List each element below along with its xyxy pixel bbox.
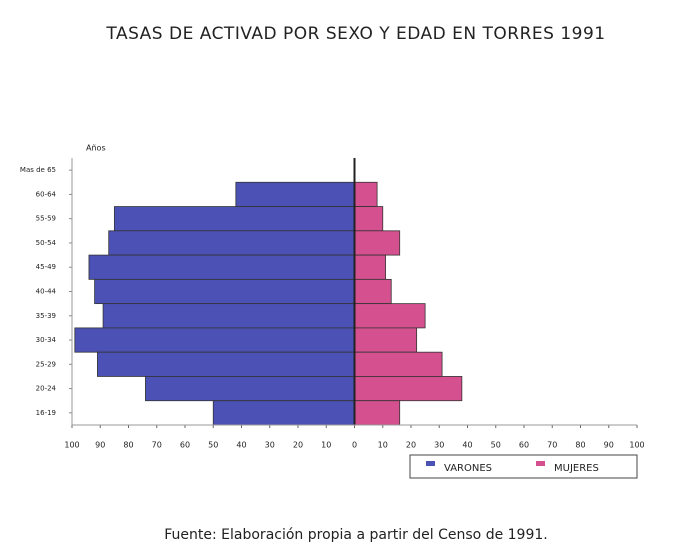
bar [354, 303, 426, 329]
bar [235, 181, 355, 207]
y-tick-label: Mas de 65 [20, 166, 56, 174]
x-tick-label: 90 [95, 441, 105, 450]
y-axis-label: Años [86, 144, 106, 153]
y-tick-label: 16-19 [36, 409, 56, 417]
legend-box [409, 454, 638, 479]
chart-title: TASAS DE ACTIVAD POR SEXO Y EDAD EN TORR… [105, 24, 605, 44]
y-tick-label: 55-59 [36, 215, 56, 223]
source-note: Fuente: Elaboración propia a partir del … [164, 527, 547, 543]
bar [74, 327, 355, 353]
x-tick-label: 20 [406, 441, 416, 450]
bar [88, 254, 355, 280]
bar [354, 206, 384, 232]
x-tick-label: 100 [64, 441, 79, 450]
legend-swatch [426, 461, 435, 466]
x-tick-label: 20 [293, 441, 303, 450]
legend-swatch [536, 461, 545, 466]
x-tick-label: 50 [208, 441, 218, 450]
y-tick-label: 20-24 [36, 385, 57, 393]
x-tick-label: 70 [152, 441, 162, 450]
y-tick-label: 35-39 [36, 312, 56, 320]
bar [354, 181, 378, 207]
bar [354, 376, 463, 402]
y-tick-label: 45-49 [36, 263, 56, 271]
bar [354, 400, 401, 426]
bar [354, 351, 443, 377]
x-tick-label: 0 [352, 441, 357, 450]
x-tick-label: 40 [236, 441, 246, 450]
x-tick-label: 90 [604, 441, 614, 450]
bar [145, 376, 355, 402]
legend-label: MUJERES [554, 463, 599, 474]
y-tick-label: 40-44 [36, 288, 57, 296]
bar [108, 230, 355, 256]
x-tick-label: 50 [491, 441, 501, 450]
x-tick-label: 70 [547, 441, 557, 450]
x-tick-label: 10 [378, 441, 388, 450]
bar [354, 254, 386, 280]
x-tick-label: 60 [519, 441, 529, 450]
x-tick-label: 30 [434, 441, 444, 450]
bar [354, 230, 401, 256]
x-tick-label: 30 [265, 441, 275, 450]
x-tick-label: 80 [575, 441, 585, 450]
y-tick-label: 50-54 [36, 239, 57, 247]
bar [102, 303, 355, 329]
bar [94, 278, 355, 305]
bar [354, 278, 392, 305]
x-tick-label: 40 [462, 441, 472, 450]
bar [113, 206, 355, 232]
x-tick-label: 60 [180, 441, 190, 450]
y-tick-label: 30-34 [36, 336, 57, 344]
bar [354, 327, 418, 353]
legend-label: VARONES [444, 463, 492, 474]
x-tick-label: 100 [629, 441, 644, 450]
x-tick-label: 10 [321, 441, 331, 450]
bar [212, 400, 355, 426]
x-tick-label: 80 [123, 441, 133, 450]
y-tick-label: 25-29 [36, 360, 56, 368]
bar [97, 351, 355, 377]
y-tick-label: 60-64 [36, 190, 57, 198]
